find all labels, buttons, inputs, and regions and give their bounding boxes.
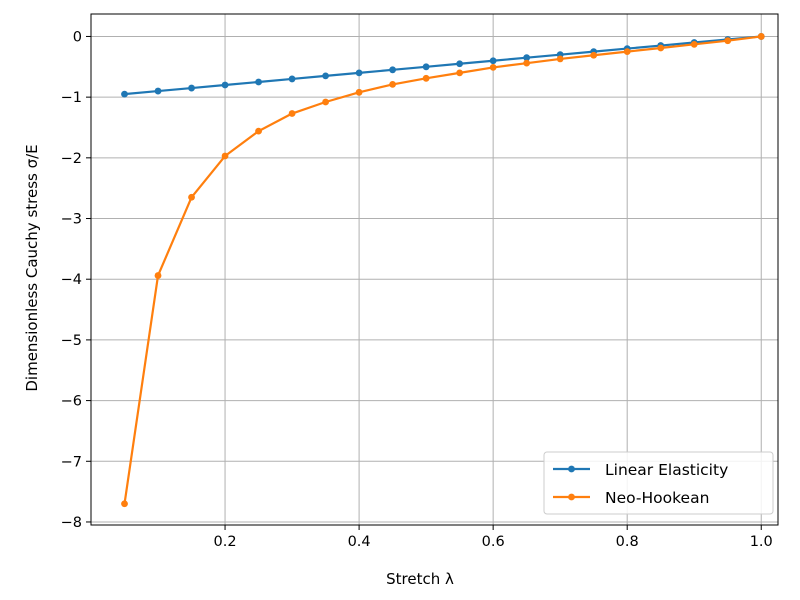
data-point xyxy=(523,59,531,67)
data-point xyxy=(221,152,229,160)
data-point xyxy=(489,57,497,65)
y-axis-ticks: 0 −1 −2 −3 −4 −5 −6 −7 −8 xyxy=(61,29,91,531)
legend: Linear Elasticity Neo-Hookean xyxy=(543,451,774,515)
legend-entries: Linear Elasticity Neo-Hookean xyxy=(553,461,728,507)
series-line xyxy=(123,35,762,504)
data-point xyxy=(355,88,363,96)
y-tick-label: −8 xyxy=(61,515,82,531)
legend-label: Neo-Hookean xyxy=(605,489,709,507)
x-tick-label: 0.4 xyxy=(348,534,371,550)
data-point xyxy=(288,110,296,117)
series-layer xyxy=(121,33,765,508)
data-point xyxy=(623,48,631,56)
plot-frame xyxy=(90,13,779,526)
data-point xyxy=(322,72,329,80)
data-point xyxy=(724,37,732,45)
data-point xyxy=(422,74,430,82)
y-tick-label: −7 xyxy=(61,454,82,470)
y-tick-label: −1 xyxy=(61,90,82,106)
data-point xyxy=(288,75,296,83)
data-point xyxy=(389,80,397,88)
y-axis-title: Dimensionless Cauchy stress σ/E xyxy=(23,144,41,391)
data-point xyxy=(154,87,162,95)
data-point xyxy=(590,51,598,59)
y-tick-label: −2 xyxy=(61,151,82,167)
data-point xyxy=(489,64,497,71)
data-point xyxy=(188,84,195,92)
data-point xyxy=(188,193,195,201)
y-tick-label: 0 xyxy=(73,29,82,45)
data-point xyxy=(154,272,162,279)
legend-marker xyxy=(568,465,575,473)
x-tick-label: 1.0 xyxy=(750,534,773,550)
data-point xyxy=(657,44,665,52)
y-tick-label: −4 xyxy=(61,272,82,288)
data-point xyxy=(456,60,464,68)
x-axis-ticks: 0.2 0.4 0.6 0.8 1.0 xyxy=(214,525,773,550)
data-point xyxy=(690,40,698,48)
y-tick-label: −6 xyxy=(61,394,82,410)
data-point xyxy=(121,500,128,508)
legend-box xyxy=(543,451,774,515)
x-tick-label: 0.6 xyxy=(482,534,505,550)
y-tick-label: −3 xyxy=(61,212,82,228)
data-point xyxy=(121,90,128,98)
data-point xyxy=(523,54,531,62)
data-point xyxy=(389,66,397,74)
legend-marker xyxy=(568,493,575,501)
data-point xyxy=(422,63,430,71)
series-line xyxy=(124,35,762,96)
data-point xyxy=(255,127,262,135)
gridlines xyxy=(91,14,778,525)
data-point xyxy=(556,55,564,63)
data-point xyxy=(757,33,765,40)
series-neo-hookean xyxy=(121,33,765,508)
legend-label: Linear Elasticity xyxy=(605,461,728,479)
x-tick-label: 0.8 xyxy=(616,534,639,550)
data-point xyxy=(322,98,329,106)
data-point xyxy=(355,69,363,77)
x-axis-title: Stretch λ xyxy=(386,570,454,588)
data-point xyxy=(221,81,229,89)
data-point xyxy=(456,69,464,77)
y-tick-label: −5 xyxy=(61,333,82,349)
x-tick-label: 0.2 xyxy=(214,534,237,550)
data-point xyxy=(255,78,262,86)
